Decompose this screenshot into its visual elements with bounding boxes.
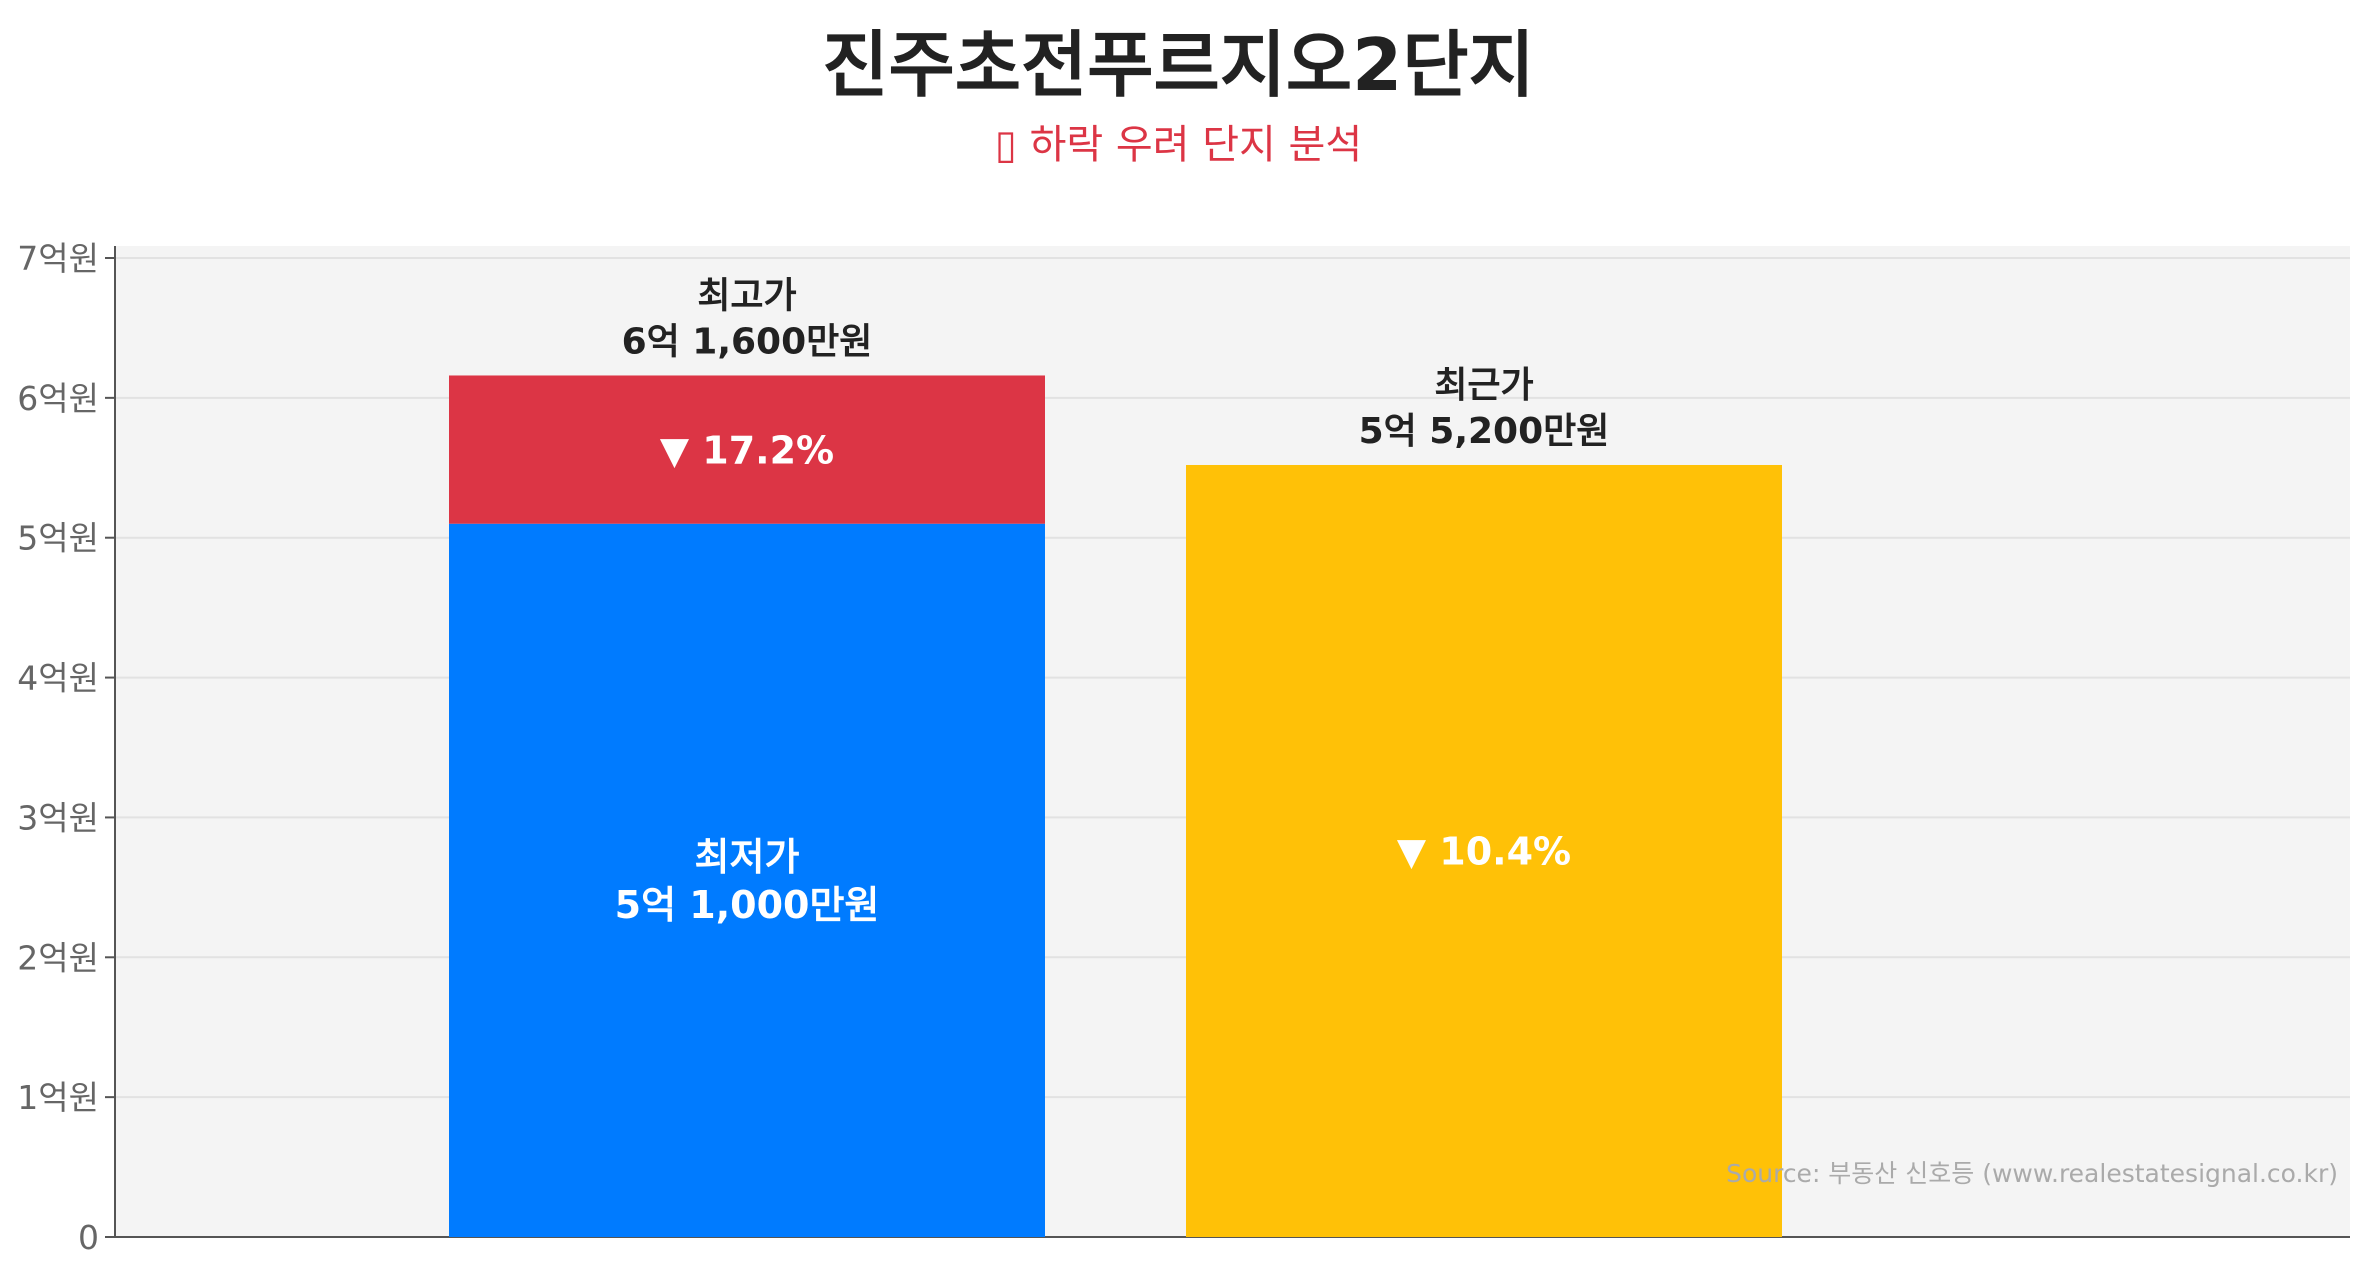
bar-top-label: 5억 5,200만원 [1359,411,1610,452]
bar-label-lowest: 최저가 [695,835,800,879]
y-tick-label: 5억원 [17,519,99,558]
bar-label-lowest: 5억 1,000만원 [615,883,880,927]
y-tick-label: 0 [78,1218,99,1257]
bar-top-label: 6억 1,600만원 [622,321,873,362]
bar-top-label: 최고가 [697,275,796,316]
y-tick-label: 6억원 [17,379,99,418]
bar-label-recent: ▼ 10.4% [1397,830,1571,874]
bar-label-drop: ▼ 17.2% [660,428,834,472]
source-note: Source: 부동산 신호등 (www.realestatesignal.co… [1726,1159,2338,1188]
y-tick-label: 2억원 [17,938,99,977]
bar-segment-drop [449,375,1045,524]
chart-subtitle: ▯ 하락 우려 단지 분석 [994,122,1363,168]
bar-segment-lowest [449,523,1045,1237]
y-tick-label: 7억원 [17,239,99,278]
y-tick-label: 4억원 [17,659,99,698]
bar-top-label: 최근가 [1434,365,1533,406]
chart-title: 진주초전푸르지오2단지 [822,23,1535,107]
y-tick-label: 3억원 [17,798,99,837]
bar-segment-recent [1186,464,1782,1237]
y-tick-label: 1억원 [17,1078,99,1117]
